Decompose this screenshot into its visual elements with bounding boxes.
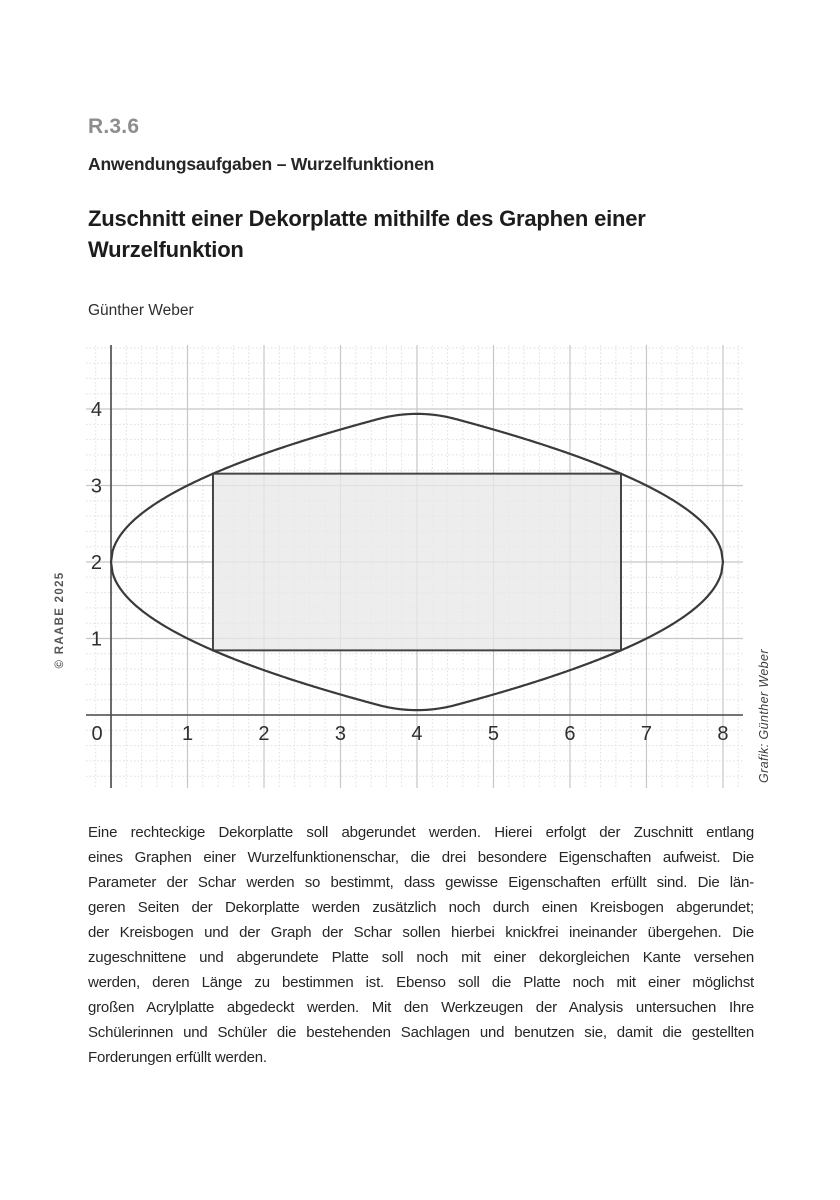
paragraph-line: großen Acrylplatte abgedeckt werden. Mit… [88,999,754,1016]
paragraph-line: eines Graphen einer Wurzelfunktionenscha… [88,849,754,866]
paragraph-line: Eine rechteckige Dekorplatte soll abgeru… [88,824,754,841]
category-heading: Anwendungsaufgaben – Wurzelfunktionen [88,154,435,174]
y-tick-label: 1 [91,629,102,651]
x-tick-label: 8 [717,723,728,745]
unit-code: R.3.6 [88,115,140,138]
x-tick-label: 4 [411,723,422,745]
x-tick-label: 2 [258,723,269,745]
paragraph-line: zugeschnittene und abgerundete Platte so… [88,949,754,966]
x-tick-label: 1 [182,723,193,745]
dekorplatte-rectangle [211,472,622,652]
author-name: Günther Weber [88,302,194,319]
paragraph-line: Forderungen erfüllt werden. [88,1049,267,1066]
x-tick-label: 0 [91,723,102,745]
paragraph-line: werden, deren Länge zu bestimmen ist. Eb… [88,974,754,991]
x-tick-label: 6 [564,723,575,745]
x-tick-label: 3 [335,723,346,745]
paragraph-line: Parameter der Schar werden so bestimmt, … [88,874,754,891]
paragraph-line: der Kreisbogen und der Graph der Schar s… [88,924,754,941]
paragraph-line: geren Seiten der Dekorplatte werden zusä… [88,899,754,916]
wurzelfunktion-graph: 0 1 2 3 4 5 6 7 8 1 2 3 4 [86,345,743,788]
graphic-credit-vertical: Grafik: Günther Weber [757,649,771,783]
x-tick-label: 7 [641,723,652,745]
lens-curve [109,412,725,712]
y-tick-label: 4 [91,399,102,421]
chart-canvas: 0 1 2 3 4 5 6 7 8 1 2 3 4 [86,345,743,788]
y-tick-label: 3 [91,476,102,498]
page-title: Zuschnitt einer Dekorplatte mithilfe des… [88,206,646,262]
copyright-vertical: © RAABE 2025 [54,571,66,669]
intro-paragraph: Eine rechteckige Dekorplatte soll abgeru… [88,820,754,1070]
paragraph-line: Schülerinnen und Schüler die bestehenden… [88,1024,754,1041]
y-tick-label: 2 [91,552,102,574]
x-tick-label: 5 [488,723,499,745]
